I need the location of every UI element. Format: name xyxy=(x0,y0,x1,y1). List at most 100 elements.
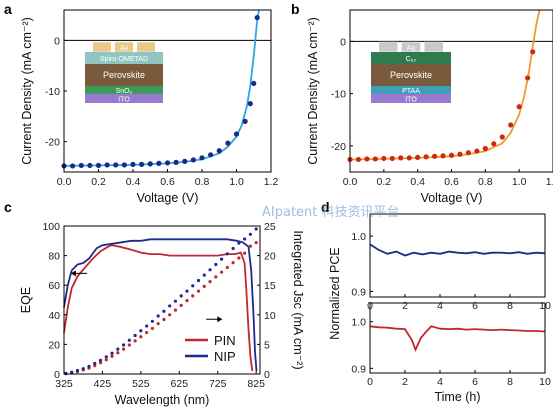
data-point xyxy=(104,162,110,168)
data-point xyxy=(208,152,214,158)
inset-layer-label: Perovskite xyxy=(103,70,145,80)
jsc-point-nip xyxy=(116,347,120,351)
x-tick-label: 8 xyxy=(507,376,513,388)
jsc-point-nip xyxy=(214,262,218,267)
inset-layer-label: Spiro-OMETAD xyxy=(100,56,148,63)
x-tick-label: 0.8 xyxy=(478,176,493,188)
x-tick-label: 0 xyxy=(367,376,373,388)
jsc-point-pin xyxy=(231,261,235,265)
data-point xyxy=(216,148,222,154)
jsc-point-nip xyxy=(168,304,172,308)
inset-contact xyxy=(378,41,399,53)
data-point xyxy=(95,162,102,169)
y2-axis-label: Integrated Jsc (mA cm⁻²) xyxy=(291,230,305,369)
data-point xyxy=(381,155,387,162)
data-point xyxy=(474,148,480,154)
y-tick-label: 40 xyxy=(48,310,60,322)
jsc-point-nip xyxy=(70,370,74,374)
jsc-point-pin xyxy=(127,343,131,347)
data-point xyxy=(190,157,196,163)
data-point xyxy=(440,153,446,159)
y2-tick-label: 10 xyxy=(264,310,276,322)
jsc-point-pin xyxy=(208,280,212,284)
y-tick-label: 60 xyxy=(48,280,60,292)
data-point xyxy=(251,80,257,87)
data-point xyxy=(364,156,370,162)
jsc-point-nip xyxy=(191,284,195,288)
inset-layer-label: ITO xyxy=(405,97,417,104)
inset-layer xyxy=(85,64,163,86)
jsc-point-nip xyxy=(81,367,85,371)
plot-frame xyxy=(369,213,546,298)
jsc-point-nip xyxy=(196,278,201,283)
inset-layer-label: Ag xyxy=(407,45,416,52)
data-point xyxy=(491,141,497,147)
x-tick-label: 0.0 xyxy=(343,176,358,188)
legend-label-nip: NIP xyxy=(214,349,236,364)
eqe-line-nip xyxy=(63,238,258,372)
x-tick-label: 2 xyxy=(402,376,408,388)
jsc-point-nip xyxy=(231,246,235,251)
jsc-point-pin xyxy=(98,361,103,365)
jsc-point-nip xyxy=(110,351,114,355)
data-point xyxy=(164,160,171,166)
jsc-point-pin xyxy=(196,289,201,293)
jsc-point-nip xyxy=(173,299,178,303)
jsc-point-nip xyxy=(248,232,252,236)
inset-layer-label: Au xyxy=(120,45,129,52)
data-point xyxy=(372,156,378,162)
plot-frame xyxy=(63,225,261,375)
jsc-point-nip xyxy=(98,358,103,362)
jsc-point-nip xyxy=(93,361,97,365)
data-point xyxy=(499,134,505,140)
jsc-point-pin xyxy=(191,294,195,298)
jsc-point-pin xyxy=(219,270,224,274)
inset-layer xyxy=(371,94,451,103)
jsc-point-nip xyxy=(162,309,166,313)
data-point xyxy=(130,161,136,168)
data-point xyxy=(482,145,488,152)
x-tick-label: 1.2 xyxy=(264,176,279,188)
y2-tick-label: 5 xyxy=(264,339,270,351)
jsc-point-pin xyxy=(254,240,258,245)
y-tick-label: -10 xyxy=(331,89,346,101)
y-tick-label: 0.9 xyxy=(351,363,366,375)
jsc-point-nip xyxy=(150,319,154,323)
y-tick-label: 0 xyxy=(340,36,346,48)
data-point xyxy=(530,49,536,55)
y-tick-label: -20 xyxy=(331,141,346,153)
jsc-point-nip xyxy=(179,294,183,298)
inset-layer-label: Perovskite xyxy=(390,70,432,80)
jsc-point-nip xyxy=(64,371,68,376)
jsc-point-nip xyxy=(75,368,80,373)
y-tick-label: 20 xyxy=(48,339,60,351)
pce-line-pin xyxy=(369,325,546,353)
y2-tick-label: 15 xyxy=(264,280,276,292)
data-point xyxy=(199,155,205,161)
y-tick-label: -10 xyxy=(45,86,60,98)
jsc-point-nip xyxy=(156,314,160,318)
x-tick-label: 0.4 xyxy=(126,176,141,188)
jsc-point-nip xyxy=(145,324,149,328)
y-tick-label: 0 xyxy=(54,369,60,381)
y-tick-label: 0.9 xyxy=(351,286,366,298)
x-tick-label: 0.2 xyxy=(91,176,106,188)
jsc-point-pin xyxy=(156,322,160,326)
jsc-point-pin xyxy=(110,354,114,358)
inset-layer xyxy=(85,52,163,64)
data-point xyxy=(156,160,162,166)
jsc-point-pin xyxy=(104,358,108,362)
jsc-point-pin xyxy=(225,265,229,270)
watermark: AIpatent 科技资讯平台 xyxy=(262,205,400,220)
x-axis-label: Time (h) xyxy=(434,390,480,404)
inset-layer xyxy=(371,52,451,64)
x-tick-label: 625 xyxy=(171,378,189,390)
data-point xyxy=(233,131,240,137)
data-point xyxy=(113,162,119,168)
jsc-point-nip xyxy=(225,252,229,256)
panel-label-c: c xyxy=(4,199,12,215)
data-point xyxy=(173,159,179,165)
data-point xyxy=(516,104,522,110)
x-tick-label: 4 xyxy=(437,376,443,388)
y-tick-label: 100 xyxy=(42,221,60,233)
